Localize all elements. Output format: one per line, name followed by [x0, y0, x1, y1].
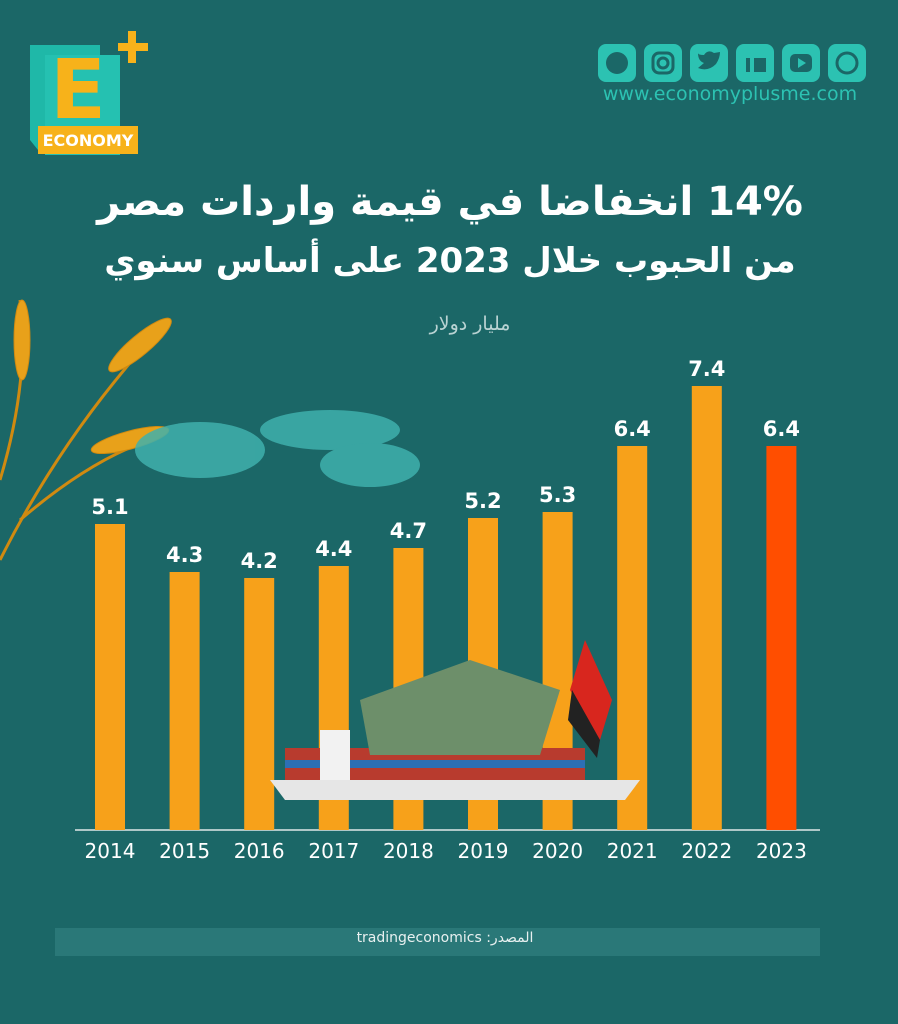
source-bar — [55, 928, 820, 956]
bar — [244, 578, 275, 830]
chart-title: 14% انخفاضا في قيمة واردات مصر — [95, 179, 803, 225]
value-label: 4.3 — [166, 543, 203, 567]
value-label: 6.4 — [763, 417, 800, 441]
bar — [95, 524, 125, 830]
value-label: 6.4 — [614, 417, 651, 441]
wheat-decoration — [0, 299, 172, 561]
value-label: 7.4 — [688, 357, 725, 381]
value-label: 4.4 — [315, 537, 352, 561]
x-tick-label: 2014 — [85, 839, 136, 863]
x-tick-label: 2017 — [308, 839, 359, 863]
x-tick-label: 2022 — [681, 839, 732, 863]
bar — [766, 446, 797, 830]
logo-letter: E — [50, 43, 106, 138]
x-tick-label: 2016 — [234, 839, 285, 863]
x-tick-label: 2018 — [383, 839, 434, 863]
source: المصدر: tradingeconomics — [357, 930, 534, 946]
bar — [169, 572, 200, 830]
chart-subtitle: من الحبوب خلال 2023 على أساس سنوي — [104, 238, 795, 281]
x-tick-label: 2023 — [756, 839, 807, 863]
social-icons — [598, 44, 866, 82]
website: www.economyplusme.com — [603, 83, 857, 105]
unit-label: مليار دولار — [429, 313, 511, 335]
x-tick-label: 2015 — [159, 839, 210, 863]
bar — [617, 446, 648, 830]
x-tick-label: 2021 — [607, 839, 658, 863]
x-tick-label: 2020 — [532, 839, 583, 863]
value-label: 5.1 — [91, 495, 128, 519]
x-tick-label: 2019 — [458, 839, 509, 863]
value-label: 5.2 — [464, 489, 501, 513]
bar — [691, 386, 722, 830]
clouds — [135, 410, 420, 487]
ship-decoration — [270, 640, 640, 800]
value-label: 5.3 — [539, 483, 576, 507]
logo: E ECONOMY — [30, 31, 148, 155]
value-label: 4.7 — [390, 519, 427, 543]
logo-text: ECONOMY — [43, 131, 134, 150]
value-label: 4.2 — [241, 549, 278, 573]
